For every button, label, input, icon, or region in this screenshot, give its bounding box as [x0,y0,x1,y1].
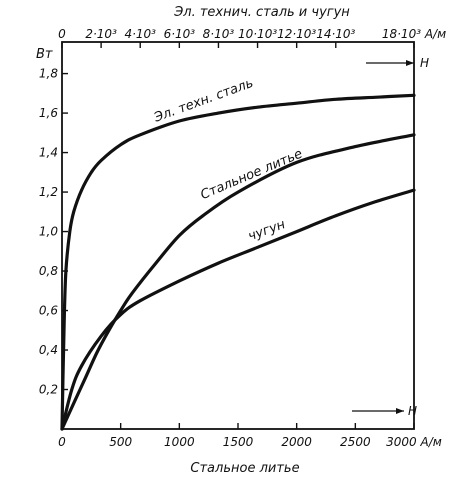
bottom-tick-label: 3000 А/м [386,435,442,449]
series-label: чугун [246,217,288,244]
series-стальное-литье-line [60,133,416,431]
bottom-tick-label: 2000 [281,435,312,449]
bottom-tick-label: 0 [58,435,66,449]
y-tick-label: 1,2 [39,185,58,199]
labels: Эл. технич. сталь и чугун Стальное литье… [36,5,429,476]
y-tick-label: 0,4 [39,343,58,357]
top-tick-label: 18·10³ А/м [382,27,446,41]
y-tick-label: 0,2 [39,383,58,397]
plot-border [61,41,415,430]
top-tick-label: 8·10³ [203,27,235,41]
top-direction-arrow-head [406,60,414,66]
top-axis-title: Эл. технич. сталь и чугун [173,5,350,20]
y-tick-label: 1,6 [39,106,58,120]
top-tick-label: 2·10³ [85,27,117,41]
curves [60,93,416,431]
top-tick-label: 12·10³ [277,27,316,41]
bottom-tick-label: 500 [109,435,132,449]
y-tick-label: 0,6 [39,304,58,318]
series-эл-техн-сталь-line [60,93,416,431]
top-tick-label: 14·10³ [316,27,355,41]
bottom-direction-arrow-head [396,408,404,414]
top-tick-label: 10·10³ [238,27,277,41]
bottom-direction-label: H [408,404,417,418]
bottom-tick-label: 1000 [164,435,195,449]
bottom-axis-title: Стальное литье [190,461,299,476]
bottom-tick-label: 2500 [340,435,371,449]
series-label: Стальное литье [198,147,304,203]
y-axis-title: Bт [36,47,53,62]
axis-ticks: 0 2·10³ 4·10³ 6·10³ 8·10³ 10·10³ 12·10³ 14·10³ 1… [39,27,446,449]
y-tick-label: 0,8 [39,264,58,278]
top-tick-label: 6·10³ [164,27,196,41]
plot-frame [61,41,415,430]
top-tick-label: 0 [58,27,66,41]
series-label: Эл. техн. сталь [151,76,255,126]
top-tick-label: 4·10³ [124,27,156,41]
y-tick-label: 1,4 [39,146,58,160]
bottom-tick-label: 1500 [223,435,254,449]
y-tick-label: 1,8 [39,67,58,81]
y-tick-label: 1,0 [39,225,58,239]
series-чугун-line [60,188,416,431]
top-direction-label: H [420,56,429,70]
